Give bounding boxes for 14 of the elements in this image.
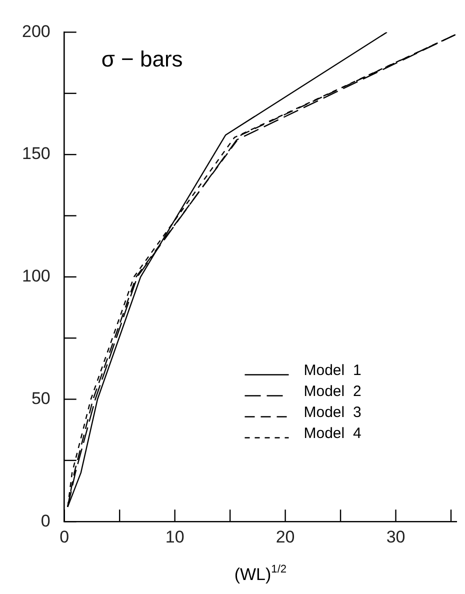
x-tick-label: 10 [165, 527, 184, 546]
x-tick-label: 20 [276, 527, 295, 546]
legend-label: Model 3 [304, 404, 362, 421]
y-tick-label: 150 [22, 144, 50, 164]
legend-label: Model 4 [304, 424, 362, 442]
x-tick-label: 30 [386, 527, 406, 546]
x-tick-label: 0 [60, 527, 70, 546]
annotation: σ − bars [101, 46, 183, 72]
legend-label: Model 1 [304, 362, 362, 379]
y-tick-label: 200 [22, 22, 50, 41]
legend-label: Model 2 [304, 382, 362, 400]
y-tick-label: 0 [40, 511, 50, 530]
y-tick-label: 100 [22, 266, 50, 286]
y-tick-label: 50 [31, 388, 50, 408]
